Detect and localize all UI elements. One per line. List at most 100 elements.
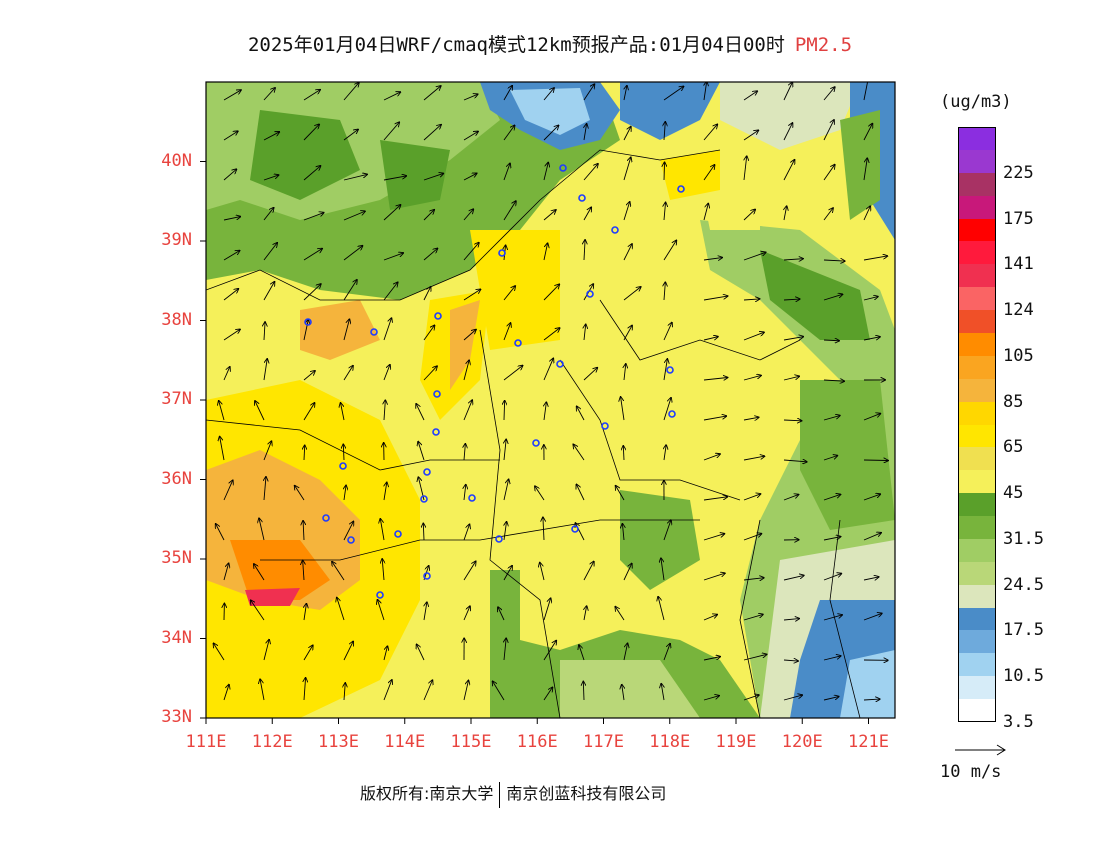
wind-arrow [823,340,839,341]
wind-arrow [703,534,724,541]
wind-arrow [504,440,506,461]
wind-arrow [783,495,798,501]
colorbar-bin [958,172,996,197]
wind-arrow [623,202,630,221]
colorbar-label: 124 [1003,300,1034,321]
wind-arrow [863,533,881,541]
colorbar-bin [958,401,996,425]
wind-arrow [661,684,664,701]
colorbar-bin [958,332,996,357]
wind-arrow [343,522,353,541]
wind-arrow [703,337,718,341]
wind-arrow [703,296,728,301]
wind-arrow [223,289,238,301]
colorbar-label: 31.5 [1003,528,1044,549]
wind-arrow [823,87,835,101]
wind-arrow [664,203,666,221]
wind-arrow [463,360,469,381]
wind-reference-label: 10 m/s [940,762,1002,782]
city-marker [423,572,431,580]
wind-arrow [584,324,586,341]
wind-arrow [622,685,624,701]
city-marker [668,410,676,418]
wind-arrow [463,524,469,541]
wind-arrow [784,206,787,221]
wind-arrow [251,600,265,621]
lat-label: 37N [161,389,192,409]
wind-arrow [623,287,641,301]
wind-arrow [303,521,304,541]
wind-arrow [623,127,631,141]
wind-arrow [783,376,799,381]
colorbar-label: 45 [1003,483,1024,504]
wind-arrow [543,641,556,661]
wind-arrow [216,524,225,541]
colorbar-bin [958,607,996,631]
colorbar-bin [958,355,996,380]
wind-arrow [383,680,392,701]
wind-arrow [343,211,365,221]
wind-arrow [463,131,478,141]
wind-arrow [783,695,802,701]
wind-arrow [743,417,759,420]
wind-arrow [661,558,665,581]
wind-arrow [424,602,427,621]
wind-arrow [783,259,803,260]
wind-arrow [863,297,878,301]
wind-arrow [623,326,632,341]
wind-arrow [863,414,880,421]
wind-arrow [263,175,278,181]
city-marker [666,366,674,374]
axis-ticks [200,161,869,724]
wind-arrow [344,486,346,501]
wind-arrow [418,442,425,461]
wind-arrow [703,416,726,421]
lat-label: 35N [161,548,192,568]
wind-arrow [503,125,515,141]
wind-arrow [703,378,728,380]
wind-arrow [343,444,344,461]
wind-arrow [823,574,841,581]
wind-arrow [583,84,594,101]
wind-arrow [503,163,510,181]
wind-arrow [573,444,585,461]
city-marker [339,462,347,470]
wind-arrow [223,685,229,701]
lat-label: 40N [161,150,192,171]
wind-arrow [503,286,515,301]
wind-arrow [658,597,665,621]
wind-arrow [703,124,717,141]
wind-arrow [664,162,665,181]
wind-arrow [623,157,631,181]
city-marker [586,290,594,298]
wind-arrow [343,130,358,141]
city-marker [601,422,609,430]
wind-arrow [623,244,632,261]
wind-arrow [543,284,559,301]
colorbar-label: 3.5 [1003,712,1034,732]
wind-arrow [664,445,666,461]
wind-arrow [417,644,425,661]
wind-arrow [543,163,548,181]
wind-arrow [863,256,887,261]
wind-arrow [504,522,507,541]
wind-arrow [263,132,279,141]
colorbar-bin [958,676,996,700]
city-marker [432,428,440,436]
wind-arrow [823,537,840,541]
wind-arrow [743,695,759,701]
wind-arrow [543,598,551,621]
wind-arrow [377,600,385,621]
wind-arrow [341,403,345,421]
wind-arrow [295,486,305,501]
wind-arrow [263,243,277,261]
lat-label: 39N [161,230,192,250]
wind-arrow [543,88,554,101]
wind-arrow [863,206,870,221]
pollutant-label: PM2.5 [794,34,853,56]
wind-arrow [743,332,764,341]
colorbar-bin [958,264,996,288]
wind-arrow [663,359,667,381]
colorbar-label: 105 [1003,345,1034,366]
city-marker [498,249,506,257]
